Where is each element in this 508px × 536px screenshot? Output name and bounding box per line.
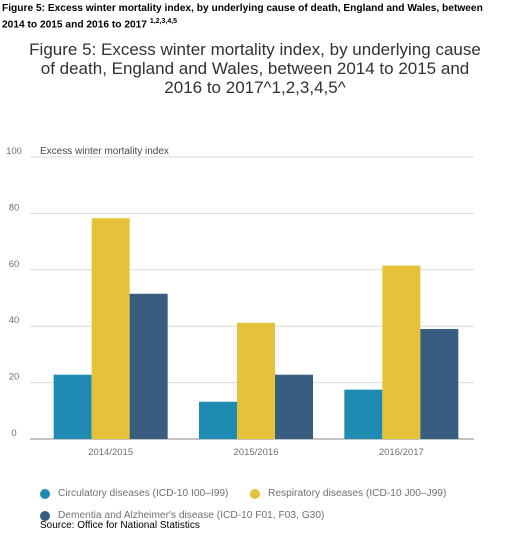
figure-label-text: Figure 5: Excess winter mortality index,… <box>2 3 483 31</box>
legend-label-dementia: Dementia and Alzheimer's disease (ICD-10… <box>58 510 325 521</box>
source-note: Source: Office for National Statistics <box>40 520 200 531</box>
y-tick-label: 20 <box>9 372 20 383</box>
legend-swatch-circulatory <box>40 488 50 499</box>
bar <box>199 401 237 439</box>
y-axis-label: Excess winter mortality index <box>40 146 169 157</box>
bar <box>53 374 92 439</box>
bar <box>344 389 383 439</box>
figure-label-superscript: 1,2,3,4,5 <box>149 18 178 25</box>
y-tick-label: 80 <box>9 202 20 213</box>
bar <box>129 293 168 439</box>
legend-swatch-respiratory <box>250 488 260 499</box>
y-tick-label: 100 <box>6 146 22 157</box>
legend-item-circulatory: Circulatory diseases (ICD-10 I00–I99) <box>40 488 228 499</box>
legend-swatch-dementia <box>40 510 50 521</box>
x-tick-label: 2016/2017 <box>379 447 424 458</box>
y-tick-label: 60 <box>9 259 20 270</box>
x-tick-label: 2014/2015 <box>88 447 133 458</box>
bar <box>237 322 275 439</box>
y-tick-label: 0 <box>11 428 16 439</box>
legend-item-respiratory: Respiratory diseases (ICD-10 J00–J99) <box>250 488 446 499</box>
bar <box>420 329 459 439</box>
bar <box>91 218 130 439</box>
bar <box>382 265 421 439</box>
figure-label: Figure 5: Excess winter mortality index,… <box>2 2 506 31</box>
legend-label-circulatory: Circulatory diseases (ICD-10 I00–I99) <box>58 488 229 499</box>
x-tick-label: 2015/2016 <box>234 447 279 458</box>
chart-title: Figure 5: Excess winter mortality index,… <box>29 40 481 97</box>
legend-label-respiratory: Respiratory diseases (ICD-10 J00–J99) <box>268 488 447 499</box>
bar <box>275 374 313 439</box>
legend-item-dementia: Dementia and Alzheimer's disease (ICD-10… <box>40 510 324 521</box>
y-tick-label: 40 <box>9 315 20 326</box>
